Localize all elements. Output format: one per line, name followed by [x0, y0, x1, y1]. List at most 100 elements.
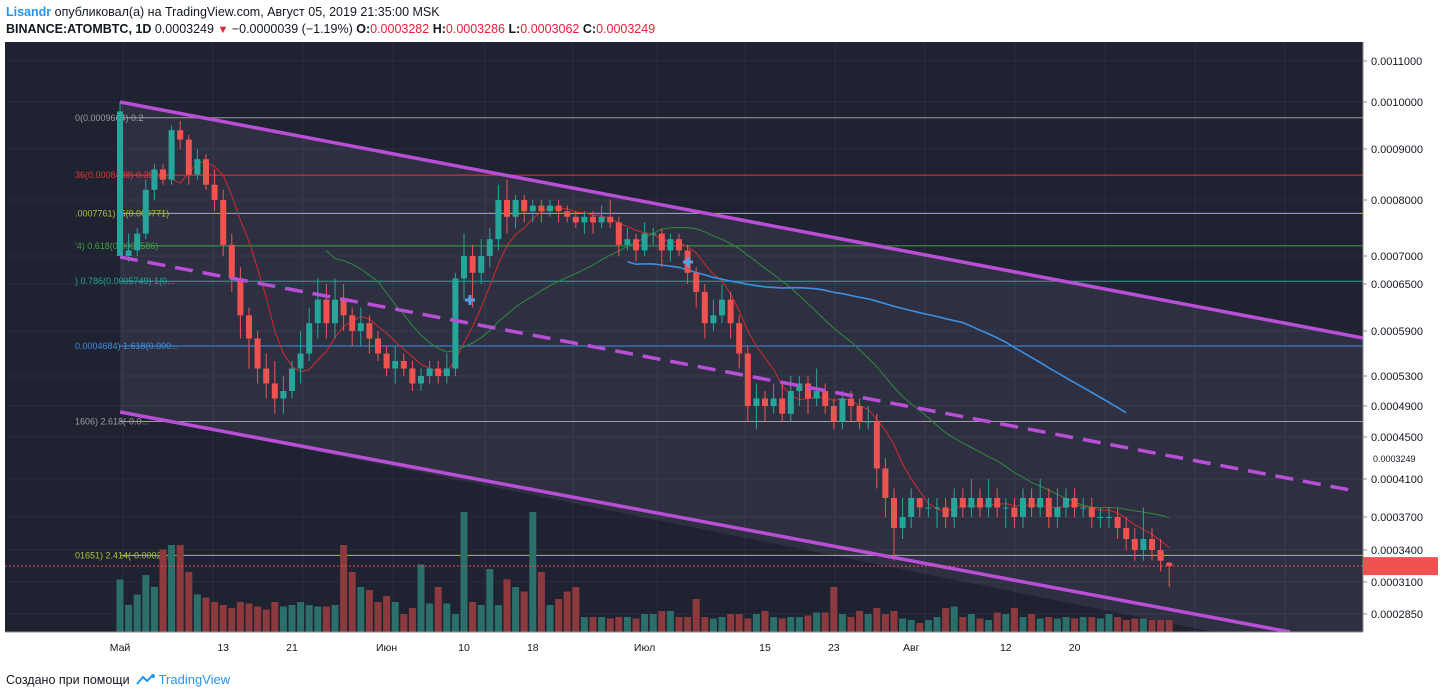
- volume-bar: [830, 587, 838, 632]
- candle-body: [435, 368, 442, 376]
- volume-bar: [778, 618, 786, 632]
- candle-body: [598, 216, 605, 223]
- price-tick-label: 0.0005900: [1371, 326, 1423, 338]
- candle-body: [452, 278, 459, 369]
- candle-body: [762, 398, 768, 406]
- volume-bar: [1062, 617, 1070, 632]
- cross-marker-icon: [683, 257, 693, 267]
- candle-body: [787, 391, 794, 414]
- volume-bar: [365, 590, 373, 632]
- volume-bar: [537, 572, 545, 632]
- candle-body: [1011, 507, 1018, 517]
- volume-bar: [1105, 614, 1113, 632]
- volume-bar: [443, 603, 451, 632]
- candle-body: [667, 239, 674, 251]
- volume-bar: [434, 587, 442, 632]
- volume-bar: [1045, 617, 1053, 632]
- footer: Создано при помощи TradingView: [6, 672, 230, 687]
- volume-bar: [804, 615, 812, 632]
- volume-bar: [383, 596, 391, 632]
- down-arrow-icon: ▼: [217, 24, 229, 36]
- price-tick-label: 0.0007000: [1371, 251, 1423, 263]
- author-link[interactable]: Lisandr: [6, 5, 52, 19]
- low-label: L:: [508, 22, 521, 36]
- price-tick-label: 0.0004900: [1371, 401, 1423, 413]
- volume-bar: [1036, 618, 1044, 632]
- volume-bar: [1010, 608, 1018, 632]
- tradingview-logo[interactable]: TradingView: [135, 672, 230, 687]
- volume-bar: [666, 611, 674, 632]
- volume-bar: [1157, 620, 1165, 632]
- candle-body: [246, 315, 252, 339]
- volume-bar: [185, 572, 193, 632]
- volume-bar: [340, 545, 348, 632]
- time-tick-label: 20: [1069, 642, 1081, 654]
- candle-body: [693, 272, 700, 292]
- candle-body: [839, 398, 846, 422]
- volume-bar: [589, 617, 597, 632]
- volume-bar: [297, 602, 305, 632]
- candle-body: [349, 315, 356, 331]
- volume-bar: [821, 612, 829, 632]
- candle-body: [822, 391, 829, 406]
- volume-bar: [469, 602, 477, 632]
- candle-body: [160, 169, 166, 180]
- fib-level-label: 36(0.0008488) 0.382(0...: [75, 170, 174, 180]
- candle-body: [856, 406, 863, 422]
- candle-body: [547, 205, 553, 212]
- volume-bar: [1071, 618, 1079, 632]
- volume-bar: [641, 614, 649, 632]
- volume-bar: [684, 617, 692, 632]
- volume-bar: [477, 605, 485, 632]
- candle-body: [220, 200, 227, 245]
- candle-body: [228, 244, 235, 279]
- volume-bar: [1028, 614, 1036, 632]
- candle-body: [1045, 498, 1052, 517]
- candle-body: [770, 398, 777, 406]
- candle-body: [495, 200, 502, 240]
- cross-marker-icon: [465, 295, 475, 305]
- volume-bar: [314, 606, 322, 632]
- tradingview-icon: [135, 673, 155, 685]
- volume-bar: [417, 564, 425, 632]
- price-tick-label: 0.0003100: [1371, 577, 1423, 589]
- volume-bar: [1088, 617, 1096, 632]
- close-label: C:: [582, 22, 597, 36]
- candlestick-chart[interactable]: 0(0.0009664) 0.2 36(0.0008488) 0.382(0...…: [5, 42, 1438, 662]
- candle-body: [392, 361, 399, 369]
- volume-bar: [211, 602, 219, 632]
- volume-bar: [305, 605, 313, 632]
- chart-area[interactable]: 0(0.0009664) 0.2 36(0.0008488) 0.382(0...…: [5, 42, 1438, 662]
- candle-body: [572, 216, 579, 223]
- candle-body: [555, 205, 562, 212]
- volume-bar: [1165, 620, 1173, 632]
- candle-body: [1020, 498, 1026, 517]
- volume-bar: [494, 605, 502, 632]
- volume-bar: [787, 617, 795, 632]
- volume-bar: [580, 617, 588, 632]
- symbol-label: BINANCE:ATOMBTC, 1D: [6, 22, 152, 36]
- fib-level-label: ) 0.786(0.0005749) 1(0...: [75, 276, 175, 286]
- volume-bar: [856, 611, 864, 632]
- candle-body: [1071, 498, 1078, 508]
- candle-body: [323, 299, 330, 324]
- price-tick-label: 0.0010000: [1371, 97, 1423, 109]
- volume-bar: [529, 512, 537, 632]
- volume-bar: [142, 575, 150, 632]
- volume-bar: [967, 614, 975, 632]
- fib-level-label: '4) 0.618(0.0006586): [75, 241, 158, 251]
- price-tick-label: 0.0006500: [1371, 279, 1423, 291]
- price-tick-label: 0.0011000: [1371, 56, 1422, 68]
- candle-body: [994, 498, 1001, 508]
- volume-bar: [357, 587, 365, 632]
- published-text: опубликовал(а) на TradingView.com, Авгус…: [54, 5, 440, 19]
- candle-body: [830, 406, 837, 422]
- volume-bar: [133, 594, 141, 632]
- candle-body: [633, 239, 639, 251]
- last-price-small-label: 0.0003249: [1373, 454, 1416, 464]
- candle-body: [194, 159, 201, 175]
- volume-bar: [899, 618, 907, 632]
- candle-body: [357, 323, 364, 331]
- candle-body: [719, 299, 725, 316]
- candle-body: [280, 391, 287, 399]
